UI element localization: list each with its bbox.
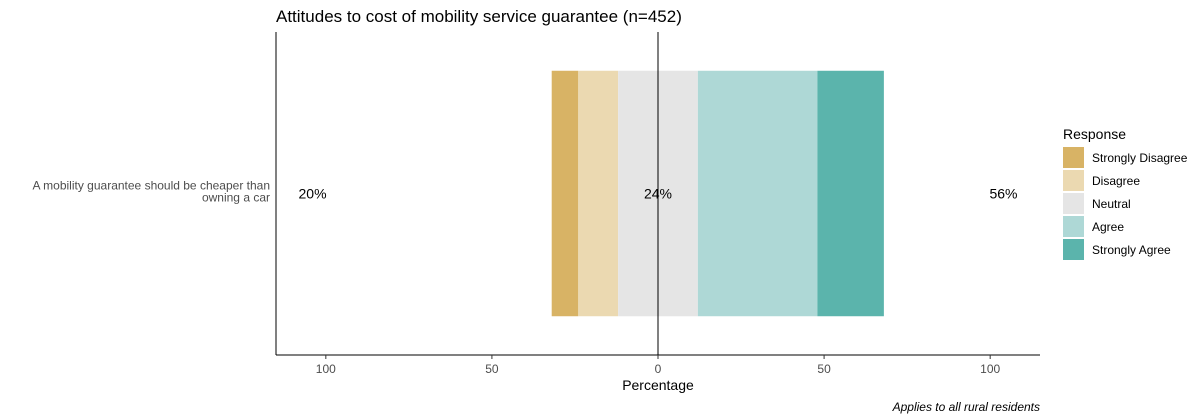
x-tick-label: 50 <box>817 362 831 376</box>
bar-segment-disagree <box>578 70 619 317</box>
x-tick-label: 50 <box>485 362 499 376</box>
legend-label: Disagree <box>1092 174 1140 188</box>
legend-swatch <box>1063 147 1084 168</box>
category-label: owning a car <box>202 191 270 205</box>
plot-area: 100 50 0 50 100 A mobility guarantee should b… <box>33 32 1040 376</box>
bar-segment-agree <box>697 70 818 317</box>
category-label: A mobility guarantee should be cheaper t… <box>33 179 271 193</box>
legend-label: Strongly Agree <box>1092 243 1171 257</box>
bar-segment-strongly-disagree <box>551 70 579 317</box>
legend: Response Strongly Disagree Disagree Neutra… <box>1063 126 1188 260</box>
x-tick-label: 0 <box>655 362 662 376</box>
legend-label: Neutral <box>1092 197 1131 211</box>
legend-swatch <box>1063 239 1084 260</box>
disagree-percent-label: 20% <box>299 186 327 202</box>
caption: Applies to all rural residents <box>892 400 1040 414</box>
x-axis-title: Percentage <box>622 377 694 393</box>
legend-title: Response <box>1063 126 1126 142</box>
bar-segment-strongly-agree <box>817 70 884 317</box>
x-tick-label: 100 <box>980 362 1000 376</box>
chart-title: Attitudes to cost of mobility service gu… <box>276 7 682 26</box>
neutral-percent-label: 24% <box>644 186 672 202</box>
legend-swatch <box>1063 216 1084 237</box>
x-tick-label: 100 <box>316 362 336 376</box>
legend-swatch <box>1063 170 1084 191</box>
legend-label: Strongly Disagree <box>1092 151 1188 165</box>
agree-percent-label: 56% <box>989 186 1017 202</box>
legend-label: Agree <box>1092 220 1124 234</box>
legend-swatch <box>1063 193 1084 214</box>
